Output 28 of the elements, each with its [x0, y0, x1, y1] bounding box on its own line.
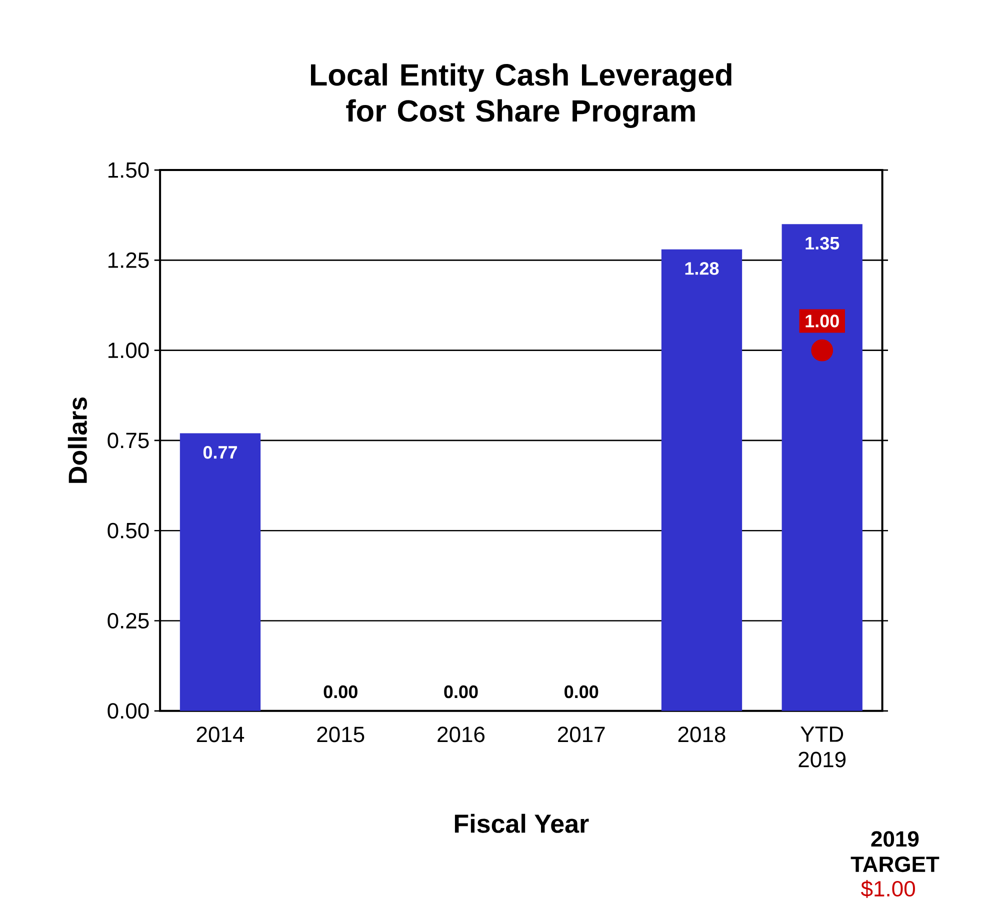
chart-title: Local Entity Cash Leveraged for Cost Share Program	[310, 63, 732, 128]
text: $1.00	[861, 880, 915, 898]
data-label: 1.28	[685, 262, 719, 275]
text: 2019 TARGET	[850, 831, 940, 872]
data-label: 0.00	[564, 685, 598, 698]
x-tick-label: 2018	[678, 726, 726, 742]
y-tick-label: 0.00	[108, 702, 149, 719]
data-label: 0.00	[444, 685, 478, 698]
data-label: 1.00	[806, 314, 839, 328]
y-axis-title: Dollars	[68, 397, 87, 483]
x-tick-label: 2017	[558, 726, 605, 742]
data-label: 1.35	[806, 236, 840, 250]
x-tick-label: YTD 2019	[798, 726, 846, 768]
y-tick-label: 1.00	[108, 342, 149, 358]
x-tick-label: 2015	[317, 726, 364, 742]
bar	[661, 249, 742, 711]
y-tick-label: 0.75	[108, 432, 149, 448]
data-label: 0.77	[203, 446, 237, 459]
y-tick-label: 1.50	[108, 162, 149, 178]
y-tick-label: 0.25	[108, 612, 149, 628]
x-tick-label: 2014	[196, 726, 244, 742]
bar	[782, 224, 862, 711]
bar	[180, 433, 261, 711]
data-label: 0.00	[324, 685, 358, 698]
x-tick-label: 2016	[438, 726, 484, 742]
y-tick-label: 1.25	[108, 252, 149, 268]
x-axis-title: Fiscal Year	[454, 814, 589, 833]
y-tick-label: 0.50	[108, 522, 149, 538]
